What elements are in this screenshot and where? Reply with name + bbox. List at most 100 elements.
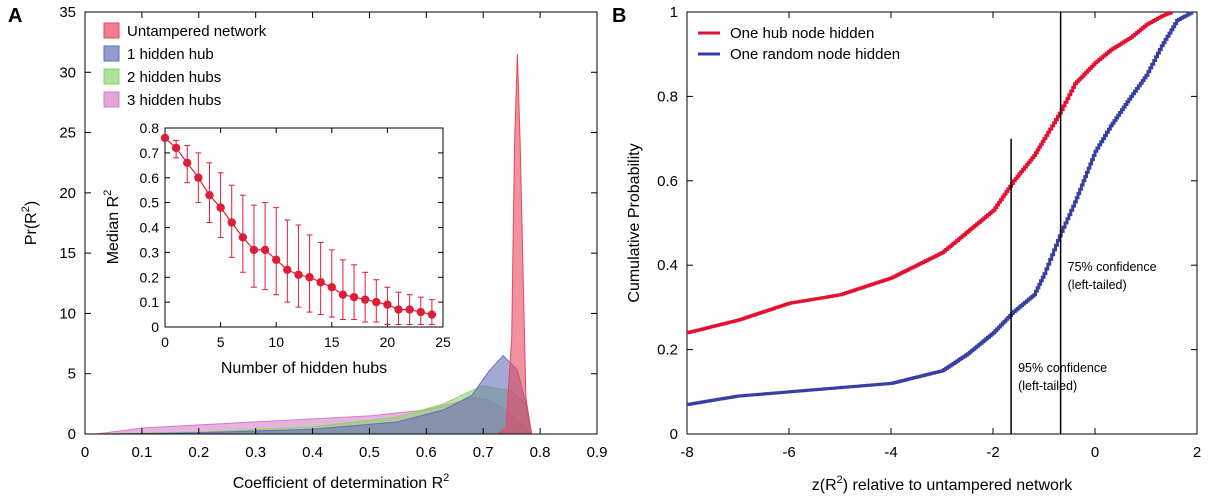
inset-data-point bbox=[260, 245, 270, 255]
inset-y-tick-label: 0.6 bbox=[140, 170, 160, 186]
cdf-line-series-1 bbox=[687, 11, 1173, 335]
panel-a-x-axis-label: Coefficient of determination R2 bbox=[233, 472, 450, 492]
x-tick-label: 0.4 bbox=[302, 444, 323, 461]
inset-data-point bbox=[316, 278, 325, 287]
confidence-label-line1: 75% confidence bbox=[1068, 260, 1157, 274]
x-tick-label: -6 bbox=[782, 444, 795, 461]
y-tick-label: 25 bbox=[59, 125, 76, 142]
x-tick-label: -8 bbox=[680, 444, 693, 461]
legend-label: Untampered network bbox=[127, 23, 267, 40]
y-tick-label: 1 bbox=[670, 4, 678, 21]
inset-data-point bbox=[294, 270, 303, 279]
inset-data-point bbox=[372, 297, 381, 307]
inset-x-tick-label: 20 bbox=[380, 334, 396, 350]
inset-data-point bbox=[283, 265, 292, 274]
x-tick-label: 0.6 bbox=[416, 444, 437, 461]
inset-data-point bbox=[238, 233, 248, 242]
inset-data-point bbox=[338, 290, 348, 299]
inset-data-point bbox=[216, 203, 225, 212]
inset-x-tick-label: 0 bbox=[161, 334, 169, 350]
legend-swatch bbox=[103, 45, 120, 62]
panel-b-legend: One hub node hidden One random node hidde… bbox=[698, 25, 900, 63]
inset-data-point bbox=[205, 190, 214, 200]
x-tick-label: 0.8 bbox=[530, 444, 551, 461]
inset-x-tick-label: 5 bbox=[217, 334, 225, 350]
inset-data bbox=[160, 133, 437, 326]
legend-label: One hub node hidden bbox=[730, 25, 874, 42]
inset-y-tick-label: 0.3 bbox=[140, 244, 160, 260]
legend-swatch bbox=[103, 22, 120, 39]
y-tick-label: 0.2 bbox=[657, 342, 678, 359]
x-tick-label: 0.3 bbox=[245, 444, 266, 461]
inset-frame bbox=[164, 127, 444, 328]
x-tick-label: 0.9 bbox=[587, 444, 608, 461]
panel-a-legend: Untampered network 1 hidden hub 2 hidden h… bbox=[103, 22, 267, 109]
inset-axes-ticks: 0 5 10 15 20 25 0 0.1 0.2 0.3 0.4 0.5 0.6 0.7 0.8 bbox=[140, 120, 451, 350]
y-tick-label: 35 bbox=[59, 4, 76, 21]
inset-x-tick-label: 25 bbox=[435, 334, 451, 350]
legend-label: 2 hidden hubs bbox=[127, 69, 221, 86]
panel-b-x-axis-label: z(R2) relative to untampered network bbox=[812, 474, 1073, 494]
confidence-label-line2: (left-tailed) bbox=[1018, 379, 1077, 393]
inset-data-point bbox=[227, 218, 236, 227]
y-tick-label: 0.8 bbox=[657, 88, 678, 105]
inset-data-point bbox=[394, 305, 403, 314]
panel-a-density-areas bbox=[96, 54, 533, 435]
y-tick-label: 0 bbox=[68, 426, 76, 443]
inset-data-point bbox=[327, 283, 336, 292]
inset-data-point bbox=[160, 133, 170, 143]
panel-a-y-axis-label: Pr(R2) bbox=[20, 201, 40, 245]
y-tick-label: 15 bbox=[59, 245, 76, 262]
inset-data-point bbox=[249, 245, 259, 255]
x-tick-label: -4 bbox=[884, 444, 897, 461]
cdf-line-series-2 bbox=[687, 11, 1194, 406]
x-tick-label: 0.5 bbox=[359, 444, 380, 461]
inset-data-point bbox=[171, 143, 181, 153]
inset-y-tick-label: 0.5 bbox=[140, 195, 160, 211]
inset-data-point bbox=[360, 295, 370, 304]
legend-label: 3 hidden hubs bbox=[127, 92, 221, 109]
panel-a-inset: 0 5 10 15 20 25 0 0.1 0.2 0.3 0.4 0.5 0.6 0.7 0.8 Numb… bbox=[102, 120, 451, 377]
y-tick-label: 30 bbox=[59, 64, 76, 81]
y-tick-label: 20 bbox=[59, 185, 76, 202]
panel-b-axes-ticks: -8 -6 -4 -2 0 2 0 0.2 0.4 0.6 0.8 1 bbox=[657, 4, 1201, 461]
panel-label-b: B bbox=[612, 5, 626, 27]
legend-label: One random node hidden bbox=[730, 46, 900, 63]
legend-swatch bbox=[103, 91, 120, 108]
x-tick-label: 0.2 bbox=[188, 444, 209, 461]
y-tick-label: 0.4 bbox=[657, 257, 678, 274]
legend-swatch bbox=[103, 68, 120, 85]
panel-b-chart: -8 -6 -4 -2 0 2 0 0.2 0.4 0.6 0.8 1 95% confidence (… bbox=[626, 4, 1201, 494]
inset-data-point bbox=[183, 158, 192, 168]
confidence-label-line1: 95% confidence bbox=[1018, 361, 1107, 375]
panel-b-series-lines bbox=[687, 11, 1194, 406]
inset-y-tick-label: 0.1 bbox=[140, 294, 160, 310]
x-tick-label: 0.1 bbox=[131, 444, 152, 461]
x-tick-label: 2 bbox=[1193, 444, 1201, 461]
x-tick-label: 0.7 bbox=[473, 444, 494, 461]
inset-x-tick-label: 10 bbox=[268, 334, 284, 350]
y-tick-label: 10 bbox=[59, 305, 76, 322]
inset-data-point bbox=[349, 292, 359, 302]
inset-data-point bbox=[194, 173, 203, 182]
inset-y-tick-label: 0.8 bbox=[140, 120, 160, 136]
panel-b-frame bbox=[686, 11, 1198, 435]
y-tick-label: 5 bbox=[68, 366, 76, 383]
x-tick-label: 0 bbox=[1091, 444, 1099, 461]
y-tick-label: 0 bbox=[670, 426, 678, 443]
legend-label: 1 hidden hub bbox=[127, 46, 214, 63]
inset-y-tick-label: 0.2 bbox=[140, 269, 160, 285]
panel-a-axes-ticks: 0 0.1 0.2 0.3 0.4 0.5 0.6 0.7 0.8 0.9 0 5 10 15 20 25 30… bbox=[59, 4, 607, 461]
panel-a-frame bbox=[84, 11, 598, 435]
inset-y-tick-label: 0.4 bbox=[140, 220, 160, 236]
panel-a-chart: 0 0.1 0.2 0.3 0.4 0.5 0.6 0.7 0.8 0.9 0 5 10 15 20 25 30… bbox=[20, 4, 607, 492]
inset-y-tick-label: 0 bbox=[151, 319, 159, 335]
inset-data-point bbox=[416, 307, 425, 317]
y-tick-label: 0.6 bbox=[657, 173, 678, 190]
inset-data-point bbox=[383, 300, 392, 309]
x-tick-label: -2 bbox=[986, 444, 999, 461]
inset-data-point bbox=[305, 273, 314, 282]
inset-y-tick-label: 0.7 bbox=[140, 145, 160, 161]
inset-data-point bbox=[272, 255, 281, 265]
